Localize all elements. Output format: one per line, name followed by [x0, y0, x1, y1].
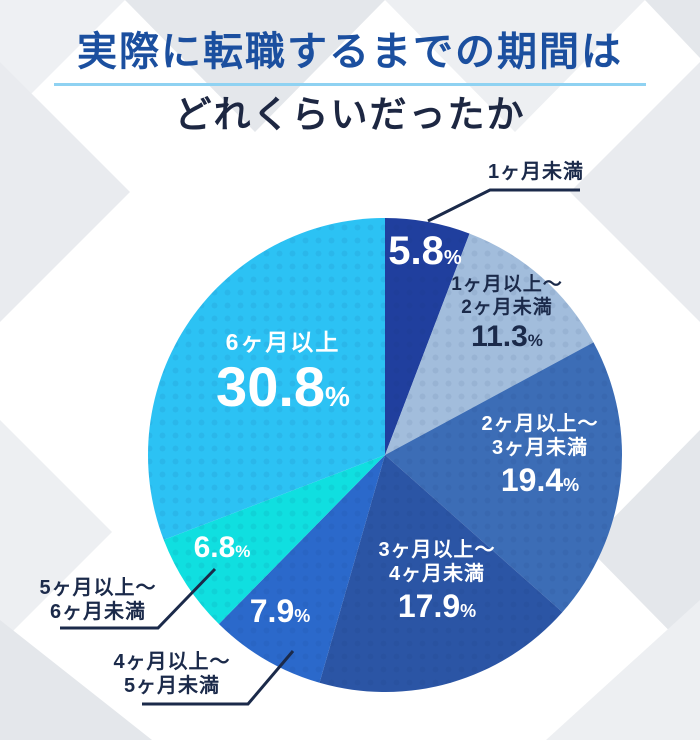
percent-value: 17.9 — [397, 587, 461, 624]
callout-label-under-1-month: 1ヶ月未満 — [488, 160, 584, 184]
segment-name: 1ヶ月未満 — [487, 161, 585, 183]
title-block: 実際に転職するまでの期間は どれくらいだったか — [0, 30, 700, 136]
segment-name-line1: 5ヶ月以上〜 — [39, 577, 157, 599]
segment-name-line2: 5ヶ月未満 — [123, 675, 221, 698]
page-title-line2: どれくらいだったか — [174, 94, 526, 135]
segment-name-line2: 3ヶ月未満 — [491, 437, 589, 460]
title-underline — [54, 83, 646, 86]
percent-sign: % — [460, 600, 477, 621]
segment-name-line1: 2ヶ月以上〜 — [481, 413, 599, 435]
callout-label-4-to-5-months: 4ヶ月以上〜 5ヶ月未満 — [113, 650, 230, 699]
percent-value: 6.8 — [193, 531, 236, 564]
callout-label-5-to-6-months: 5ヶ月以上〜 6ヶ月未満 — [39, 576, 156, 625]
percent-value: 7.9 — [249, 593, 295, 629]
callout-line-4-to-5-months — [142, 650, 295, 706]
callout-line-5-to-6-months — [60, 567, 217, 630]
page-title-line1: 実際に転職するまでの期間は — [77, 30, 623, 74]
percent-sign: % — [325, 381, 350, 413]
percent-sign: % — [294, 606, 311, 626]
percent-sign: % — [527, 331, 543, 351]
value-label-5-to-6-months: 6.8% — [194, 530, 251, 563]
percent-value: 5.8 — [388, 229, 444, 273]
percent-sign: % — [235, 542, 251, 561]
callout-lines — [60, 188, 580, 706]
label-2-to-3-months: 2ヶ月以上〜 3ヶ月未満 19.4% — [481, 412, 598, 496]
segment-name-line2: 6ヶ月未満 — [49, 601, 147, 624]
segment-name: 6ヶ月以上 — [225, 329, 341, 355]
label-3-to-4-months: 3ヶ月以上〜 4ヶ月未満 17.9% — [378, 538, 495, 622]
percent-sign: % — [443, 247, 462, 269]
percent-value: 30.8 — [216, 355, 326, 419]
segment-name-line1: 1ヶ月以上〜 — [451, 274, 563, 295]
percent-sign: % — [563, 474, 580, 495]
label-6-months-plus: 6ヶ月以上 30.8% — [216, 328, 350, 415]
percent-value: 19.4 — [500, 461, 564, 498]
value-label-under-1-month: 5.8% — [388, 228, 461, 271]
segment-name-line2: 4ヶ月未満 — [388, 563, 486, 586]
segment-name-line1: 3ヶ月以上〜 — [378, 539, 496, 561]
label-1-to-2-months: 1ヶ月以上〜 2ヶ月未満 11.3% — [451, 273, 563, 352]
value-label-4-to-5-months: 7.9% — [250, 592, 311, 627]
segment-name-line2: 2ヶ月未満 — [461, 297, 553, 319]
halftone-overlay — [148, 218, 622, 692]
callout-line-under-1-month — [427, 188, 580, 223]
percent-value: 11.3 — [471, 320, 528, 354]
segment-name-line1: 4ヶ月以上〜 — [113, 651, 231, 673]
